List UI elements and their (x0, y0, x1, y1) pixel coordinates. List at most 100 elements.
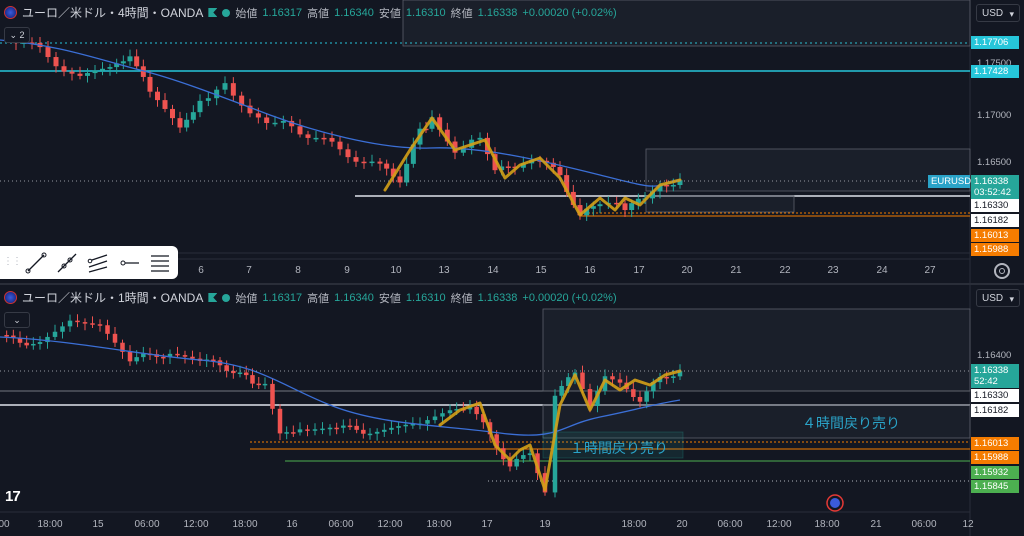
candle-body (75, 320, 80, 323)
symbol-legend-1h: ユーロ／米ドル・1時間・OANDA 始値 1.16317 高値 1.16340 安値… (4, 289, 617, 306)
candle-body (559, 385, 564, 396)
candle-body (291, 432, 296, 434)
zigzag-line (438, 369, 682, 492)
ray-tool-icon[interactable] (55, 251, 79, 275)
candle-body (147, 76, 153, 92)
bookmark-icon[interactable] (208, 8, 218, 17)
candle-body (31, 343, 36, 346)
pane-divider[interactable] (0, 283, 1024, 285)
trend-line-tool-icon[interactable] (24, 251, 48, 275)
price-label-orange: 1.15988 (971, 243, 1019, 256)
candle-body (527, 453, 533, 456)
parallel-channel-tool-icon[interactable] (86, 251, 110, 275)
eurusd-flag-icon (4, 6, 17, 19)
candle-body (17, 337, 23, 343)
candle-body (610, 376, 615, 380)
chart-pane-1h[interactable]: ユーロ／米ドル・1時間・OANDA 始値 1.16317 高値 1.16340 安値… (0, 285, 1024, 536)
candle-body (134, 357, 139, 362)
time-tick: 21 (870, 519, 882, 530)
high-value: 1.16340 (334, 291, 374, 304)
candle-body (389, 427, 394, 430)
currency-select[interactable]: USD (976, 289, 1020, 308)
candle-body (53, 57, 59, 67)
indicator-collapse-button[interactable]: ⌄ (4, 312, 30, 328)
candle-body (313, 137, 319, 140)
candle-body (410, 424, 416, 426)
candle-body (382, 429, 387, 432)
annotation-4h-retrace-sell[interactable]: ４時間戻り売り (802, 415, 900, 431)
time-tick: 8 (295, 265, 301, 276)
time-tick: 10 (390, 265, 402, 276)
candle-body (447, 410, 453, 414)
high-value: 1.16340 (334, 6, 374, 19)
candle-body (255, 113, 261, 118)
candle-body (671, 376, 676, 378)
price-label-white: 1.16330 (971, 199, 1019, 212)
open-value: 1.16317 (262, 291, 303, 304)
candle-body (97, 324, 103, 326)
candle-body (403, 424, 408, 427)
candle-body (557, 166, 563, 176)
candle-body (374, 431, 380, 434)
candle-body (264, 117, 270, 124)
candle-body (214, 89, 220, 99)
high-label: 高値 (307, 7, 330, 20)
candle-body (631, 389, 636, 397)
moving-average-line (0, 336, 681, 436)
price-tick: 1.16400 (977, 350, 1012, 361)
price-chart-4h[interactable] (0, 0, 1024, 283)
candle-body (514, 458, 519, 467)
low-value: 1.16310 (405, 291, 446, 304)
drawing-toolbar[interactable]: ⋮⋮ (0, 246, 178, 279)
time-tick: 14 (487, 265, 499, 276)
candle-body (305, 134, 311, 138)
currency-select[interactable]: USD (976, 4, 1020, 23)
candle-body (664, 376, 669, 379)
time-tick: 18:00 (232, 519, 258, 530)
candle-body (211, 359, 216, 362)
horizontal-ray-tool-icon[interactable] (117, 251, 141, 275)
eurusd-flag-icon (4, 291, 17, 304)
indicator-collapse-button[interactable]: ⌄ 2 (4, 27, 30, 43)
candle-body (11, 335, 16, 338)
candle-body (105, 325, 110, 334)
time-tick: 6 (198, 265, 204, 276)
candle-body (505, 166, 511, 168)
candle-body (256, 383, 261, 386)
event-marker-icon[interactable] (826, 494, 844, 512)
bookmark-icon[interactable] (208, 293, 218, 302)
candle-body (244, 372, 249, 376)
close-label: 終値 (450, 7, 473, 20)
chart-pane-4h[interactable]: ユーロ／米ドル・4時間・OANDA 始値 1.16317 高値 1.16340 安値… (0, 0, 1024, 283)
candle-body (644, 391, 649, 402)
candle-body (521, 455, 526, 459)
zigzag-line (383, 116, 682, 217)
symbol-title[interactable]: ユーロ／米ドル・4時間・OANDA (22, 6, 204, 20)
time-tick: 21 (730, 265, 742, 276)
bar-countdown-label: 03:52:42 (971, 186, 1019, 199)
chevron-down-icon: ⌄ (13, 315, 21, 325)
chart-settings-icon[interactable] (994, 263, 1010, 279)
candle-body (404, 163, 410, 183)
candle-body (597, 204, 603, 207)
price-label-orange: 1.16013 (971, 229, 1019, 242)
candle-body (341, 425, 346, 428)
candle-body (520, 163, 526, 168)
symbol-title[interactable]: ユーロ／米ドル・1時間・OANDA (22, 291, 204, 305)
candle-body (622, 203, 628, 211)
candle-body (444, 129, 450, 142)
candle-body (650, 191, 655, 199)
candle-body (499, 166, 505, 171)
symbol-tag: EURUSD (928, 175, 971, 188)
candle-body (61, 66, 67, 72)
drag-handle-icon[interactable]: ⋮⋮ (3, 256, 22, 267)
tradingview-logo[interactable]: 17 (5, 488, 21, 505)
annotation-1h-retrace-sell[interactable]: １時間戻り売り (570, 440, 668, 456)
fib-retracement-tool-icon[interactable] (148, 251, 172, 275)
price-chart-1h[interactable] (0, 285, 1024, 536)
zone-rectangle (645, 195, 795, 213)
candle-body (272, 122, 278, 125)
candle-body (140, 66, 146, 77)
last-price-label: 1.16338 (971, 175, 1019, 188)
candle-body (361, 429, 366, 434)
